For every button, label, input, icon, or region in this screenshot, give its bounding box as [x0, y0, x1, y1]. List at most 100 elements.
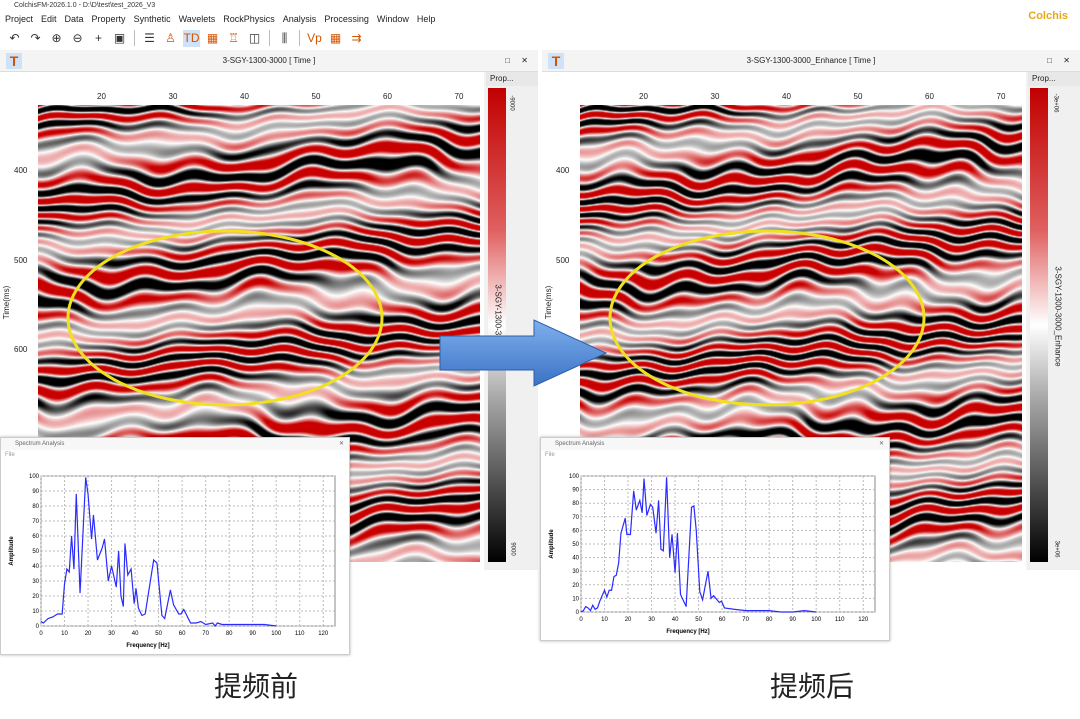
data-point	[120, 595, 122, 597]
y-tick-label: 80	[572, 501, 579, 507]
undo-icon[interactable]: ↶	[9, 31, 20, 45]
x-tick-label: 60	[179, 631, 186, 637]
data-point	[115, 586, 117, 588]
close-icon[interactable]: ✕	[521, 56, 528, 65]
colorbar	[488, 88, 506, 562]
y-tick-label: 40	[32, 564, 39, 570]
maximize-icon[interactable]: □	[505, 56, 510, 65]
panel-title: 3-SGY-1300-3000 [ Time ]	[222, 56, 316, 65]
y-tick-label: 400	[556, 166, 570, 175]
data-point	[195, 622, 197, 624]
data-point	[643, 478, 645, 480]
td-well-icon[interactable]: ♖	[228, 31, 239, 45]
y-axis-label: Amplitude	[9, 536, 15, 566]
property-panel: Prop... -3e+06 3e+06 3-SGY-1300-3000_Enhanc…	[1028, 72, 1080, 570]
data-point	[594, 608, 596, 610]
menu-rockphysics[interactable]: RockPhysics	[223, 14, 275, 24]
data-point	[205, 624, 206, 625]
data-point	[130, 568, 132, 570]
data-point	[57, 613, 58, 615]
panel-split-icon[interactable]: ⫼	[281, 30, 288, 45]
colorbar-min: -9000	[508, 95, 515, 111]
toolbar: ↶ ↷ ⊕ ⊖ + ▣ ☰ ♙ TD ▦ ♖ ◫ ⫼ Vp ▦ ⇉	[0, 27, 1080, 49]
data-point	[757, 610, 758, 611]
data-point	[599, 600, 601, 602]
data-point	[156, 562, 158, 564]
time-domain-icon[interactable]: T	[548, 53, 564, 69]
x-tick-label: 50	[155, 631, 162, 637]
time-domain-icon[interactable]: T	[6, 53, 22, 69]
data-point	[633, 490, 634, 492]
menu-project[interactable]: Project	[5, 14, 34, 24]
menu-analysis[interactable]: Analysis	[282, 14, 317, 24]
property-panel-title[interactable]: Prop...	[486, 72, 538, 86]
zoom-in-icon[interactable]: ⊕	[51, 31, 62, 45]
y-tick-label: 100	[29, 474, 40, 480]
menu-file[interactable]: File	[545, 452, 555, 458]
data-point	[585, 606, 587, 607]
toolbar-separator	[269, 30, 270, 46]
menu-synthetic[interactable]: Synthetic	[133, 14, 171, 24]
menu-data[interactable]: Data	[64, 14, 84, 24]
data-point	[713, 595, 714, 596]
property-panel-title[interactable]: Prop...	[1028, 72, 1080, 86]
menu-help[interactable]: Help	[416, 14, 436, 24]
y-tick-label: 70	[32, 519, 39, 525]
zoom-out-icon[interactable]: ⊖	[72, 31, 83, 45]
menu-wavelets[interactable]: Wavelets	[178, 14, 216, 24]
x-tick-label: 30	[108, 631, 115, 637]
data-point	[93, 514, 94, 516]
td-4000-icon[interactable]: TD	[183, 29, 200, 47]
close-icon[interactable]: ✕	[1063, 56, 1070, 65]
menu-window[interactable]: Window	[376, 14, 409, 24]
spectrum-window-title: Spectrum Analysis	[15, 441, 65, 447]
data-point	[124, 543, 126, 544]
y-tick-label: 60	[32, 534, 39, 540]
close-icon[interactable]: ✕	[878, 441, 884, 447]
x-tick-label: 10	[601, 617, 608, 623]
grid-color-icon[interactable]: ▦	[329, 31, 342, 45]
y-tick-label: 0	[576, 610, 580, 616]
y-tick-label: 60	[572, 528, 579, 534]
redo-icon[interactable]: ↷	[30, 31, 41, 45]
td-grid-icon[interactable]: ▦	[206, 31, 219, 45]
data-point	[630, 534, 631, 535]
data-point	[804, 610, 805, 611]
spectrum-window-original: Spectrum Analysis ✕ File 0 10 20 30 40 50 60 70 80 9…	[0, 437, 350, 655]
vp-tool-icon[interactable]: Vp	[307, 31, 322, 45]
well-icon[interactable]: ♙	[165, 31, 176, 45]
menu-edit[interactable]: Edit	[41, 14, 57, 24]
x-tick-label: 100	[271, 631, 282, 637]
data-point	[724, 607, 725, 609]
data-point	[275, 625, 277, 627]
data-point	[183, 609, 185, 610]
x-tick-label: 40	[132, 631, 139, 637]
data-point	[695, 530, 697, 531]
panel-title: 3-SGY-1300-3000_Enhance [ Time ]	[746, 56, 876, 65]
x-tick-label: 40	[240, 92, 249, 101]
spectrum-window-titlebar: Spectrum Analysis ✕	[1, 438, 349, 450]
maximize-icon[interactable]: □	[1047, 56, 1052, 65]
data-point	[707, 570, 709, 572]
colorbar-label: 3-SGY-1300-3000_Enhance	[1053, 266, 1063, 367]
data-point	[71, 535, 72, 537]
x-tick-label: 60	[383, 92, 392, 101]
screenshot-icon[interactable]: ▣	[113, 31, 126, 45]
data-point	[127, 574, 129, 576]
menu-processing[interactable]: Processing	[324, 14, 369, 24]
td-arrows-icon[interactable]: ⇉	[351, 31, 362, 45]
data-point	[733, 608, 735, 610]
x-tick-label: 70	[996, 92, 1006, 101]
arrow-icon	[439, 319, 608, 387]
menu-property[interactable]: Property	[91, 14, 126, 24]
menu-file[interactable]: File	[5, 452, 15, 458]
data-point	[123, 606, 124, 607]
seismic-list-icon[interactable]: ☰	[144, 31, 155, 45]
close-icon[interactable]: ✕	[338, 441, 344, 447]
crosshair-icon[interactable]: +	[94, 31, 102, 45]
x-tick-label: 20	[639, 92, 648, 101]
data-point	[752, 610, 753, 611]
data-point	[721, 600, 722, 602]
panel-add-icon[interactable]: ◫	[248, 31, 261, 45]
y-tick-label: 600	[14, 345, 28, 354]
